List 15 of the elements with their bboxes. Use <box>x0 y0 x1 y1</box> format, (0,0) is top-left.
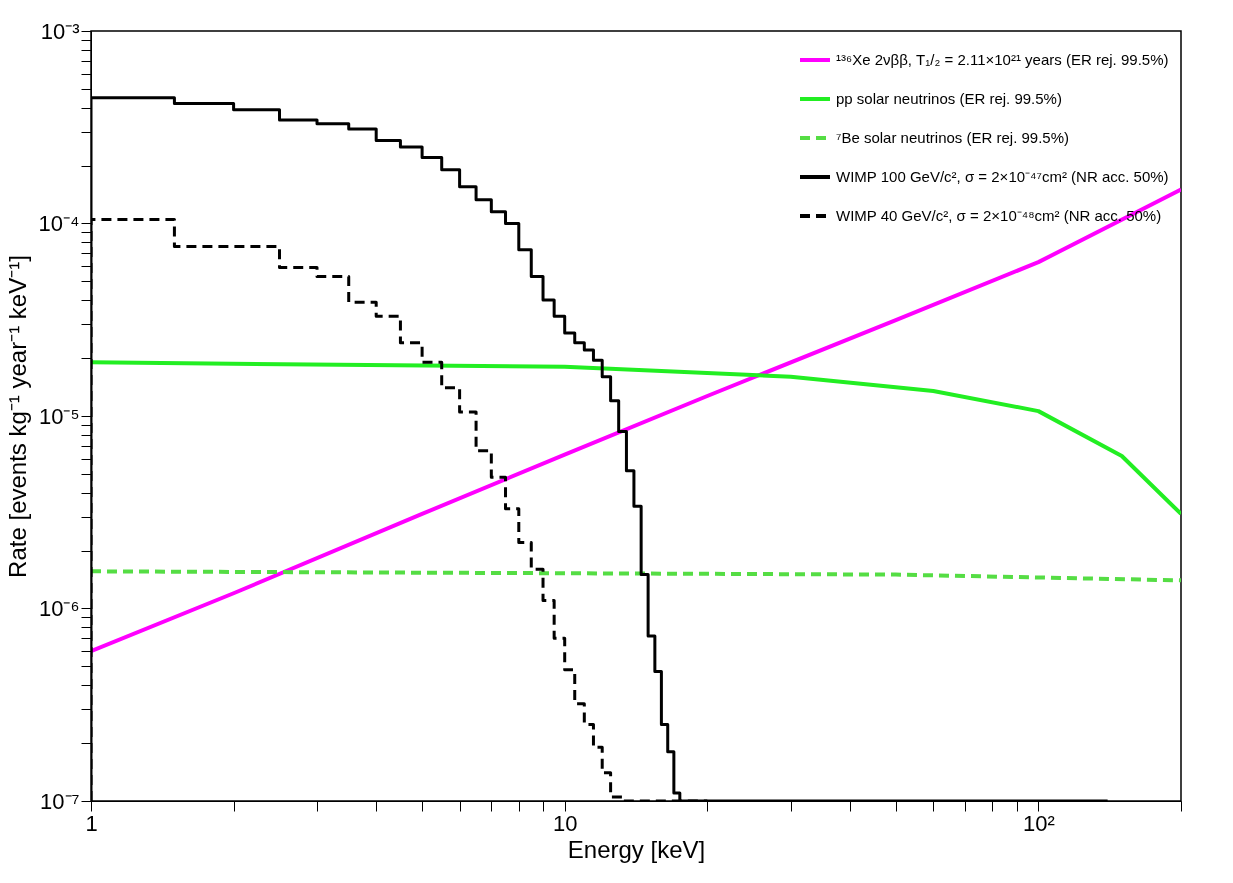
legend-label: WIMP 100 GeV/c², σ = 2×10⁻⁴⁷cm² (NR acc. 50%) <box>836 168 1169 185</box>
x-axis-title: Energy [keV] <box>567 835 706 863</box>
legend-label: pp solar neutrinos (ER rej. 99.5%) <box>836 90 1062 107</box>
y-tick-label: 10⁻⁵ <box>38 403 80 429</box>
x-tick-label: 10 <box>552 810 578 836</box>
legend-label: ¹³⁶Xe 2νββ, T₁/₂ = 2.11×10²¹ years (ER rej. 99.5%) <box>836 51 1169 68</box>
y-tick-label: 10⁻⁶ <box>38 596 80 621</box>
legend-label: ⁷Be solar neutrinos (ER rej. 99.5%) <box>836 129 1070 146</box>
y-tick-label: 10⁻³ <box>40 18 80 44</box>
y-tick-label: 10⁻⁴ <box>38 211 80 236</box>
y-axis-title: Rate [events kg⁻¹ year⁻¹ keV⁻¹] <box>3 255 31 578</box>
y-tick-label: 10⁻⁷ <box>40 788 80 814</box>
x-tick-label: 10² <box>1023 810 1055 836</box>
legend-label: WIMP 40 GeV/c², σ = 2×10⁻⁴⁸cm² (NR acc. 50%) <box>836 207 1162 224</box>
x-tick-label: 1 <box>85 810 98 836</box>
